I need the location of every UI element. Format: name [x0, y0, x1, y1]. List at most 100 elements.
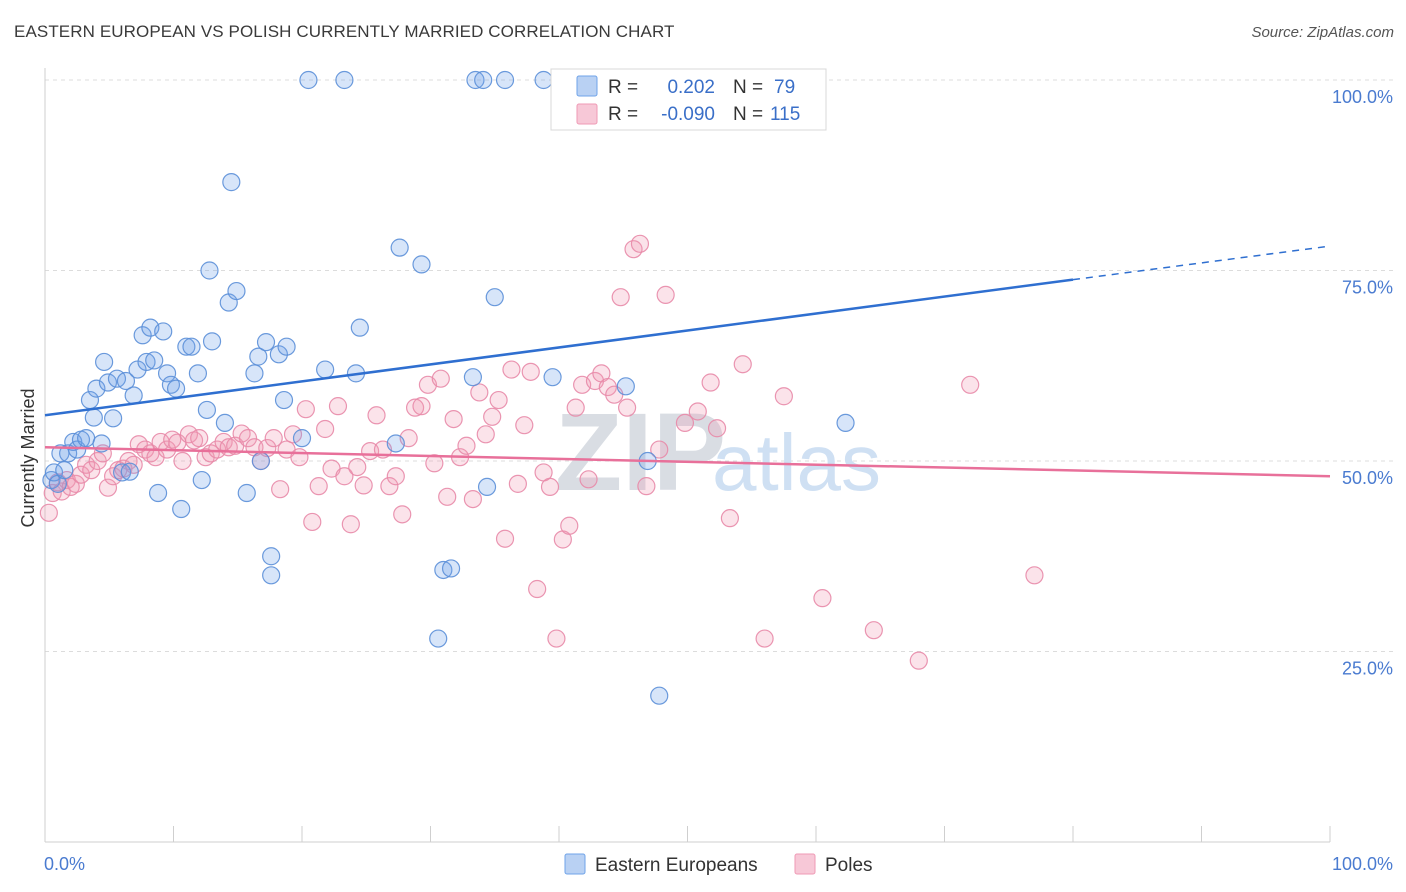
- point-eastern-europeans: [390, 238, 409, 257]
- legend-r-value-1: 0.202: [667, 77, 715, 98]
- point-eastern-europeans: [182, 337, 201, 356]
- legend-r-label-2: R =: [608, 104, 638, 125]
- point-poles: [208, 440, 227, 459]
- point-eastern-europeans: [299, 70, 318, 90]
- point-eastern-europeans: [386, 434, 405, 453]
- point-eastern-europeans: [120, 462, 139, 481]
- point-eastern-europeans: [200, 261, 219, 280]
- point-poles: [316, 419, 335, 439]
- point-eastern-europeans: [836, 413, 855, 432]
- point-poles: [909, 651, 928, 670]
- point-eastern-europeans: [215, 413, 234, 432]
- legend-n-value-1: 79: [774, 77, 795, 98]
- correlation-legend: R = 0.202 N = 79 R = -0.090 N = 115: [550, 68, 827, 131]
- point-eastern-europeans: [262, 566, 281, 585]
- point-poles: [566, 398, 585, 417]
- point-eastern-europeans: [543, 368, 562, 387]
- point-poles: [98, 478, 118, 497]
- y-axis-label: Currently Married: [18, 388, 38, 527]
- point-eastern-europeans: [237, 483, 256, 503]
- point-poles: [71, 465, 91, 484]
- point-poles: [1025, 566, 1044, 585]
- y-tick-label: 75.0%: [1342, 278, 1393, 298]
- point-poles: [470, 383, 489, 402]
- point-poles: [82, 461, 101, 480]
- point-poles: [560, 516, 579, 535]
- point-poles: [438, 487, 457, 506]
- point-poles: [264, 429, 283, 448]
- point-eastern-europeans: [650, 686, 669, 705]
- point-eastern-europeans: [274, 390, 294, 410]
- y-tick-label: 25.0%: [1342, 659, 1393, 679]
- point-eastern-europeans: [154, 322, 173, 341]
- point-poles: [618, 398, 637, 417]
- point-eastern-europeans: [148, 483, 168, 503]
- point-poles: [515, 416, 534, 435]
- point-eastern-europeans: [133, 326, 152, 345]
- point-eastern-europeans: [177, 337, 196, 356]
- point-eastern-europeans: [269, 345, 288, 364]
- point-eastern-europeans: [98, 373, 118, 392]
- legend-n-value-2: 115: [770, 104, 800, 125]
- trend-line-poles: [44, 446, 1331, 478]
- point-eastern-europeans: [251, 451, 270, 471]
- point-poles: [675, 413, 695, 432]
- point-poles: [303, 512, 322, 532]
- point-poles: [489, 390, 508, 410]
- point-eastern-europeans: [197, 400, 217, 420]
- point-eastern-europeans: [104, 409, 123, 428]
- point-poles: [283, 425, 303, 444]
- point-eastern-europeans: [463, 368, 483, 387]
- point-poles: [386, 467, 405, 486]
- point-eastern-europeans: [249, 347, 268, 366]
- point-eastern-europeans: [616, 377, 635, 396]
- point-eastern-europeans: [474, 70, 493, 90]
- point-poles: [637, 477, 656, 496]
- point-poles: [66, 474, 85, 493]
- point-eastern-europeans: [55, 461, 74, 480]
- point-eastern-europeans: [256, 333, 276, 352]
- point-poles: [238, 429, 258, 448]
- point-poles: [495, 529, 515, 548]
- point-poles: [296, 400, 315, 419]
- point-poles: [611, 288, 630, 307]
- y-tick-label: 50.0%: [1342, 468, 1393, 488]
- point-poles: [328, 397, 348, 416]
- point-poles: [393, 505, 412, 524]
- chart-title: EASTERN EUROPEAN VS POLISH CURRENTLY MAR…: [14, 22, 675, 41]
- point-eastern-europeans: [277, 337, 296, 356]
- point-eastern-europeans: [95, 352, 114, 372]
- point-eastern-europeans: [485, 288, 504, 307]
- source-label: Source: ZipAtlas.com: [1251, 24, 1394, 41]
- point-eastern-europeans: [262, 547, 281, 566]
- axes: [44, 68, 1331, 843]
- x-tick-label-min: 0.0%: [44, 854, 85, 874]
- point-eastern-europeans: [77, 429, 96, 448]
- point-poles: [579, 470, 598, 489]
- point-poles: [290, 448, 309, 467]
- point-poles: [961, 375, 980, 394]
- point-poles: [598, 377, 617, 397]
- legend-r-label-1: R =: [608, 77, 638, 98]
- point-eastern-europeans: [534, 70, 553, 90]
- point-poles: [476, 425, 495, 444]
- point-poles: [483, 407, 502, 426]
- grid-lines: [45, 79, 1395, 652]
- point-poles: [163, 430, 182, 449]
- point-eastern-europeans: [477, 477, 497, 497]
- point-eastern-europeans: [137, 352, 156, 372]
- point-poles: [173, 451, 192, 471]
- point-eastern-europeans: [157, 364, 177, 383]
- point-poles: [547, 629, 566, 648]
- point-eastern-europeans: [84, 408, 103, 427]
- legend-n-label-1: N =: [733, 77, 763, 98]
- point-eastern-europeans: [245, 364, 264, 383]
- point-poles: [309, 477, 328, 496]
- series-legend-label-1: Eastern Europeans: [595, 855, 758, 876]
- point-poles: [656, 285, 675, 304]
- point-poles: [864, 621, 883, 640]
- point-eastern-europeans: [316, 360, 335, 379]
- trend-line-eastern-europeans-extension: [1072, 245, 1331, 281]
- point-poles: [502, 360, 521, 379]
- point-poles: [720, 509, 740, 528]
